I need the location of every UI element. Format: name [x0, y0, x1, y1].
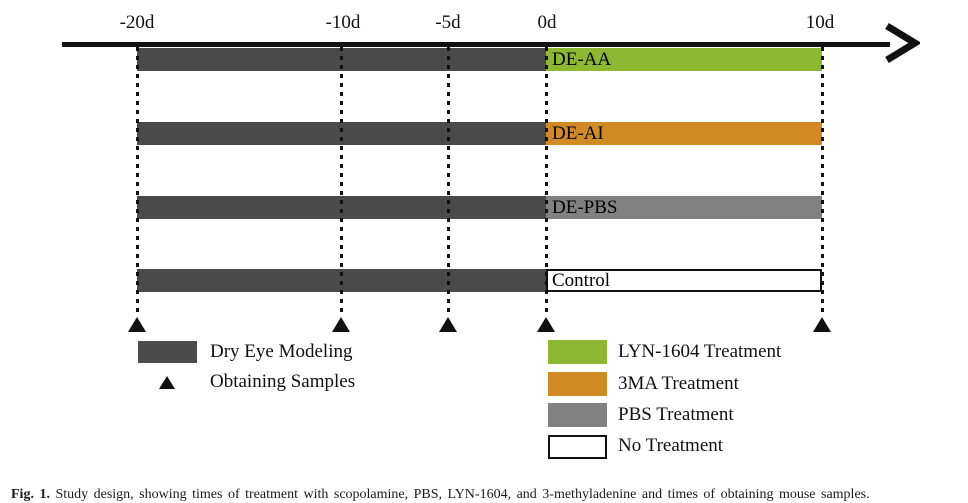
- legend-swatch-pbs: [548, 403, 607, 427]
- group-label-control: Control: [552, 270, 611, 291]
- axis-arrowhead-icon: [885, 23, 920, 63]
- tick-label-minus10d: -10d: [325, 12, 361, 33]
- treatment-bar-deai: [546, 122, 822, 145]
- figure-caption-text: Study design, showing times of treatment…: [55, 487, 870, 502]
- legend-triangle-icon: [159, 376, 175, 389]
- sample-triangle-minus20d: [128, 317, 146, 332]
- dotted-guide-minus5d: [447, 47, 450, 313]
- sample-triangle-10d: [813, 317, 831, 332]
- sample-triangle-minus10d: [332, 317, 350, 332]
- group-label-depbs: DE-PBS: [552, 197, 618, 218]
- dotted-guide-minus20d: [136, 47, 139, 313]
- tick-label-minus20d: -20d: [119, 12, 155, 33]
- dotted-guide-10d: [821, 47, 824, 313]
- group-label-deaa: DE-AA: [552, 49, 612, 70]
- figure-caption-number: Fig. 1.: [11, 487, 50, 502]
- group-label-deai: DE-AI: [552, 123, 604, 144]
- legend-swatch-dry-eye-modeling: [138, 341, 197, 363]
- legend-label-no-treatment: No Treatment: [618, 435, 724, 456]
- dotted-guide-minus10d: [340, 47, 343, 313]
- tick-label-10d: 10d: [805, 12, 835, 33]
- legend-label-obtaining-samples: Obtaining Samples: [210, 371, 356, 392]
- legend-swatch-lyn1604: [548, 340, 607, 364]
- tick-label-0d: 0d: [537, 12, 557, 33]
- legend-label-3ma: 3MA Treatment: [618, 373, 739, 394]
- legend-label-dry-eye-modeling: Dry Eye Modeling: [210, 341, 353, 362]
- sample-triangle-minus5d: [439, 317, 457, 332]
- legend-label-pbs: PBS Treatment: [618, 404, 734, 425]
- figure-caption: Fig. 1. Study design, showing times of t…: [11, 485, 959, 503]
- timeline-axis: [62, 42, 890, 47]
- legend-label-lyn1604: LYN-1604 Treatment: [618, 341, 782, 362]
- sample-triangle-0d: [537, 317, 555, 332]
- legend-swatch-3ma: [548, 372, 607, 396]
- tick-label-minus5d: -5d: [435, 12, 461, 33]
- legend-swatch-no-treatment: [548, 435, 607, 459]
- treatment-bar-deaa: [546, 48, 822, 71]
- treatment-bar-depbs: [546, 196, 822, 219]
- dotted-guide-0d: [545, 47, 548, 313]
